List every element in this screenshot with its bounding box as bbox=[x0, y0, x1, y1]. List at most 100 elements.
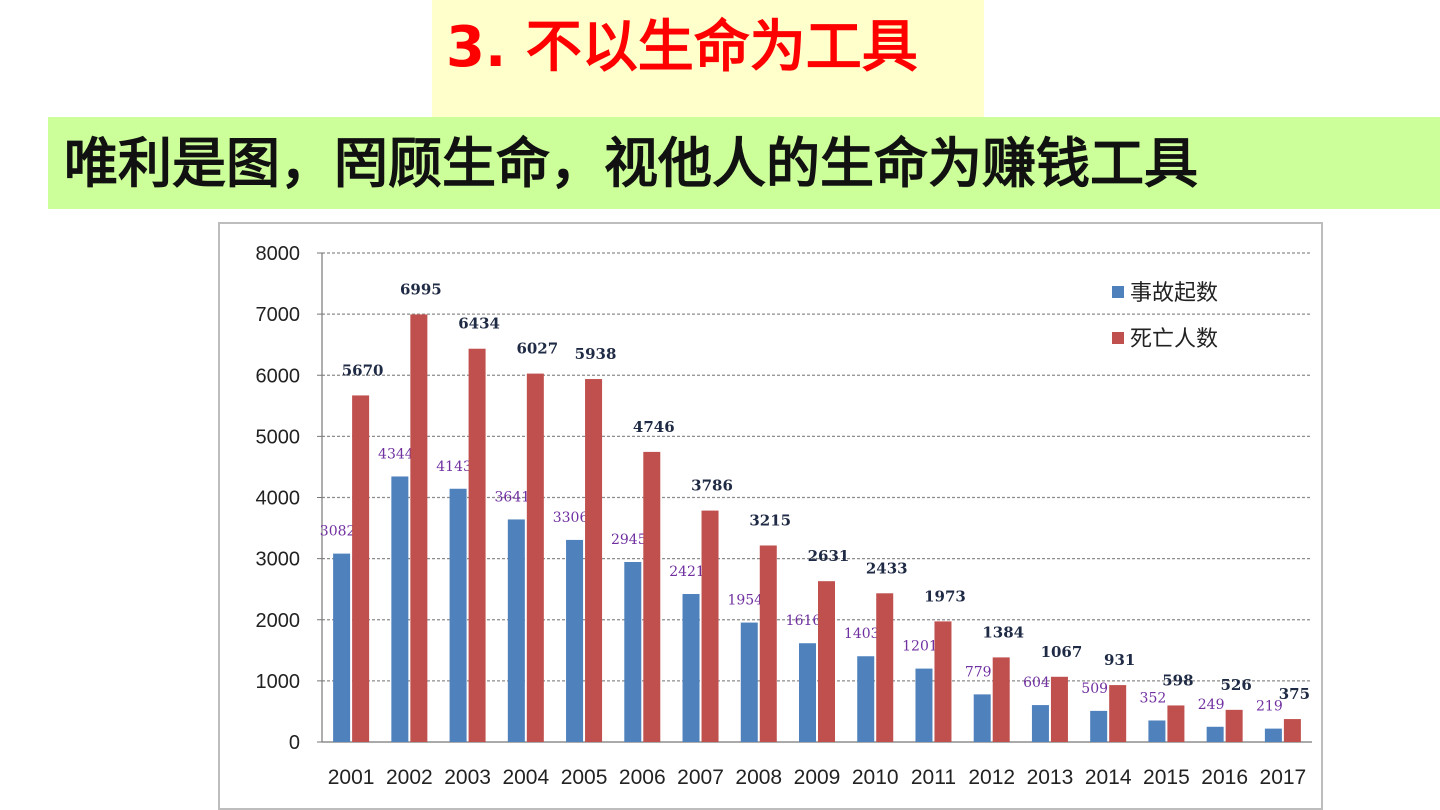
bar-accidents bbox=[566, 539, 584, 742]
bar-accidents bbox=[682, 594, 700, 742]
data-label: 1954 bbox=[727, 593, 763, 609]
y-tick-label: 2000 bbox=[256, 610, 301, 632]
x-tick-label: 2014 bbox=[1085, 766, 1132, 789]
bar-accidents bbox=[1090, 710, 1108, 742]
data-label: 5938 bbox=[575, 345, 617, 363]
bar-deaths bbox=[1109, 685, 1127, 742]
data-label: 604 bbox=[1023, 675, 1050, 691]
banner bbox=[48, 117, 1440, 209]
bar-deaths bbox=[759, 545, 777, 742]
data-label: 1067 bbox=[1041, 643, 1083, 661]
y-tick-label: 8000 bbox=[256, 243, 301, 265]
data-label: 598 bbox=[1162, 671, 1193, 689]
x-tick-label: 2016 bbox=[1201, 766, 1248, 789]
x-tick-label: 2010 bbox=[852, 766, 899, 789]
page-title: 3. 不以生命为工具 bbox=[446, 15, 918, 80]
data-label: 1403 bbox=[844, 626, 880, 642]
bar-deaths bbox=[701, 510, 719, 742]
x-tick-label: 2005 bbox=[561, 766, 608, 789]
data-label: 3082 bbox=[320, 524, 356, 540]
bar-accidents bbox=[391, 476, 409, 742]
bar-accidents bbox=[1031, 705, 1049, 742]
bar-deaths bbox=[410, 314, 428, 742]
data-label: 4344 bbox=[378, 446, 414, 462]
y-tick-label: 0 bbox=[289, 732, 300, 754]
bar-deaths bbox=[585, 379, 603, 742]
y-tick-label: 5000 bbox=[256, 426, 301, 448]
bar-deaths bbox=[1167, 705, 1185, 742]
data-label: 1973 bbox=[924, 587, 966, 605]
bar-accidents bbox=[1148, 720, 1166, 742]
bar-deaths bbox=[934, 621, 952, 742]
x-tick-label: 2012 bbox=[968, 766, 1015, 789]
data-label: 219 bbox=[1256, 699, 1283, 715]
data-label: 2945 bbox=[611, 532, 647, 548]
legend-swatch bbox=[1112, 332, 1124, 344]
x-tick-label: 2013 bbox=[1027, 766, 1074, 789]
data-label: 249 bbox=[1198, 697, 1225, 713]
legend-label: 死亡人数 bbox=[1130, 327, 1218, 352]
bar-accidents bbox=[799, 643, 816, 742]
bar-deaths bbox=[992, 657, 1010, 742]
x-tick-label: 2008 bbox=[735, 766, 782, 789]
data-label: 1616 bbox=[786, 613, 822, 629]
data-label: 2421 bbox=[669, 564, 705, 580]
data-label: 6434 bbox=[458, 315, 500, 333]
data-label: 4746 bbox=[633, 418, 675, 436]
data-label: 375 bbox=[1279, 685, 1310, 703]
data-label: 1201 bbox=[902, 639, 938, 655]
data-label: 526 bbox=[1220, 676, 1251, 694]
bar-deaths bbox=[352, 395, 370, 742]
y-tick-label: 3000 bbox=[256, 549, 301, 571]
bar-deaths bbox=[1283, 719, 1301, 742]
legend-swatch bbox=[1112, 286, 1124, 298]
bar-deaths bbox=[818, 581, 835, 742]
bar-deaths bbox=[526, 373, 544, 742]
y-tick-label: 1000 bbox=[256, 671, 301, 693]
x-tick-label: 2017 bbox=[1260, 766, 1307, 789]
banner-text: 唯利是图，罔顾生命，视他人的生命为赚钱工具 bbox=[64, 132, 1198, 195]
data-label: 4143 bbox=[436, 459, 472, 475]
x-tick-label: 2015 bbox=[1143, 766, 1190, 789]
x-tick-label: 2003 bbox=[444, 766, 491, 789]
x-tick-label: 2011 bbox=[911, 766, 956, 789]
x-tick-label: 2007 bbox=[677, 766, 724, 789]
x-tick-label: 2006 bbox=[619, 766, 666, 789]
bar-accidents bbox=[1264, 728, 1282, 742]
data-label: 2433 bbox=[866, 559, 908, 577]
data-label: 352 bbox=[1140, 690, 1167, 706]
data-label: 3786 bbox=[691, 477, 733, 495]
bar-deaths bbox=[468, 348, 486, 742]
x-tick-label: 2009 bbox=[794, 766, 841, 789]
data-label: 6995 bbox=[400, 280, 442, 298]
legend-label: 事故起数 bbox=[1130, 281, 1218, 306]
bar-accidents bbox=[857, 656, 875, 742]
data-label: 6027 bbox=[516, 340, 558, 358]
data-label: 3306 bbox=[553, 510, 589, 526]
bar-deaths bbox=[876, 593, 894, 742]
y-tick-label: 6000 bbox=[256, 365, 301, 387]
bar-accidents bbox=[740, 622, 758, 742]
bar-accidents bbox=[1206, 726, 1224, 742]
y-tick-label: 4000 bbox=[256, 488, 301, 510]
data-label: 3215 bbox=[749, 511, 791, 529]
data-label: 2631 bbox=[808, 547, 850, 565]
data-label: 5670 bbox=[342, 361, 384, 379]
bar-deaths bbox=[1050, 676, 1068, 742]
bar-accidents bbox=[915, 668, 933, 742]
bar-deaths bbox=[643, 451, 661, 742]
bar-accidents bbox=[507, 519, 525, 742]
y-tick-label: 7000 bbox=[256, 304, 301, 326]
data-label: 509 bbox=[1081, 681, 1108, 697]
data-label: 931 bbox=[1104, 651, 1135, 669]
data-label: 1384 bbox=[982, 623, 1024, 641]
x-tick-label: 2004 bbox=[502, 766, 549, 789]
bar-accidents bbox=[449, 488, 467, 742]
bar-deaths bbox=[1225, 709, 1243, 742]
bar-accidents bbox=[624, 561, 642, 742]
data-label: 3641 bbox=[495, 489, 531, 505]
x-tick-label: 2001 bbox=[328, 766, 375, 789]
bar-accidents bbox=[333, 553, 351, 742]
x-tick-label: 2002 bbox=[386, 766, 433, 789]
